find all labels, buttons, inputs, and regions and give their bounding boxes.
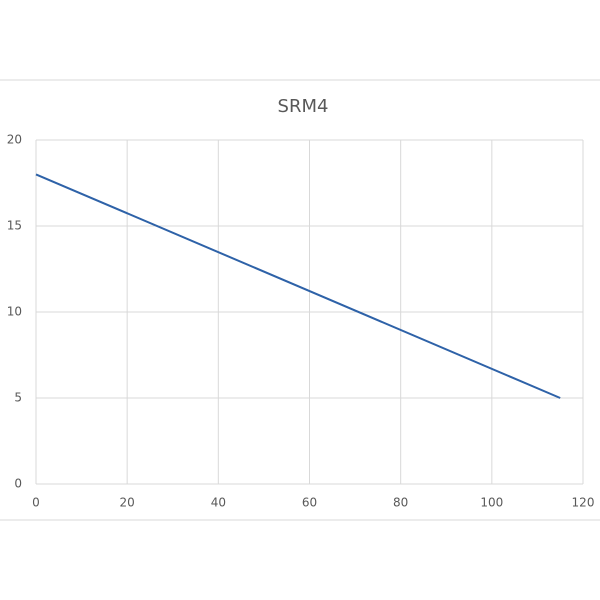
x-tick-label: 80 [393,496,408,510]
y-tick-label: 0 [14,477,22,491]
x-tick-label: 20 [120,496,135,510]
y-tick-label: 20 [7,133,22,147]
x-tick-label: 120 [572,496,595,510]
y-tick-label: 5 [14,391,22,405]
data-line [35,173,561,399]
x-tick-label: 0 [32,496,40,510]
x-tick-label: 60 [302,496,317,510]
y-tick-label: 10 [7,305,22,319]
y-tick-label: 15 [7,219,22,233]
x-tick-label: 40 [211,496,226,510]
x-tick-label: 100 [480,496,503,510]
chart-title: SRM4 [278,96,329,117]
